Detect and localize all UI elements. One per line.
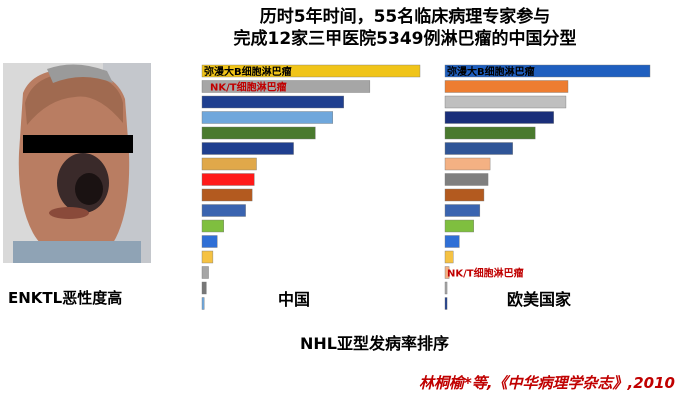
china-chart: 弥漫大B细胞淋巴瘤 NK/T细胞淋巴瘤: [201, 60, 432, 310]
bar-5: [444, 142, 513, 155]
bar-8: [444, 188, 485, 202]
bar-6: [201, 157, 257, 171]
bar-10: [444, 219, 474, 233]
dlbcl-label: 弥漫大B细胞淋巴瘤: [447, 65, 535, 78]
bar-4: [444, 126, 536, 140]
bar-15: [201, 297, 205, 310]
title-line-2: 完成12家三甲医院5349例淋巴瘤的中国分型: [233, 29, 577, 49]
bar-3: [201, 111, 334, 124]
bar-15: [444, 297, 448, 310]
bar-2: [201, 95, 344, 109]
dlbcl-label: 弥漫大B细胞淋巴瘤: [204, 65, 292, 78]
bar-7: [444, 173, 489, 186]
west-bars: 弥漫大B细胞淋巴瘤 NK/T细胞淋巴瘤: [444, 64, 651, 310]
bar-5: [201, 142, 294, 155]
bar-9: [201, 204, 246, 217]
bar-7: [201, 173, 255, 186]
bar-11: [444, 235, 460, 248]
west-caption: 欧美国家: [507, 290, 572, 309]
bar-12: [444, 250, 454, 264]
west-chart: 弥漫大B细胞淋巴瘤 NK/T细胞淋巴瘤: [444, 60, 675, 310]
bar-2: [444, 95, 567, 109]
bar-12: [201, 250, 214, 264]
privacy-bar: [23, 135, 133, 153]
subtype-ranking-title: NHL亚型发病率排序: [300, 334, 449, 353]
nkt-label: NK/T细胞淋巴瘤: [210, 81, 287, 94]
nkt-label: NK/T细胞淋巴瘤: [447, 267, 524, 280]
bar-4: [201, 126, 316, 140]
title-line-1: 历时5年时间，55名临床病理专家参与: [259, 7, 551, 27]
bar-8: [201, 188, 253, 202]
china-bars: 弥漫大B细胞淋巴瘤 NK/T细胞淋巴瘤: [201, 64, 421, 310]
bar-14: [201, 281, 207, 295]
patient-photo: [3, 63, 151, 263]
bar-6: [444, 157, 491, 171]
bar-0: [201, 64, 421, 78]
bar-14: [444, 281, 448, 295]
bar-1: [201, 80, 371, 93]
bar-10: [201, 219, 224, 233]
bar-13: [201, 266, 209, 279]
bar-11: [201, 235, 218, 248]
photo-caption: ENKTL恶性度高: [8, 289, 123, 307]
slide-title: 历时5年时间，55名临床病理专家参与 完成12家三甲医院5349例淋巴瘤的中国分…: [190, 6, 620, 50]
citation: 林桐榆*等,《中华病理学杂志》,2010: [419, 374, 675, 392]
bar-1: [444, 80, 569, 93]
bar-9: [444, 204, 481, 217]
bar-3: [444, 111, 554, 124]
bar-0: [444, 64, 651, 78]
bar-13: [444, 266, 450, 279]
china-caption: 中国: [278, 290, 311, 309]
